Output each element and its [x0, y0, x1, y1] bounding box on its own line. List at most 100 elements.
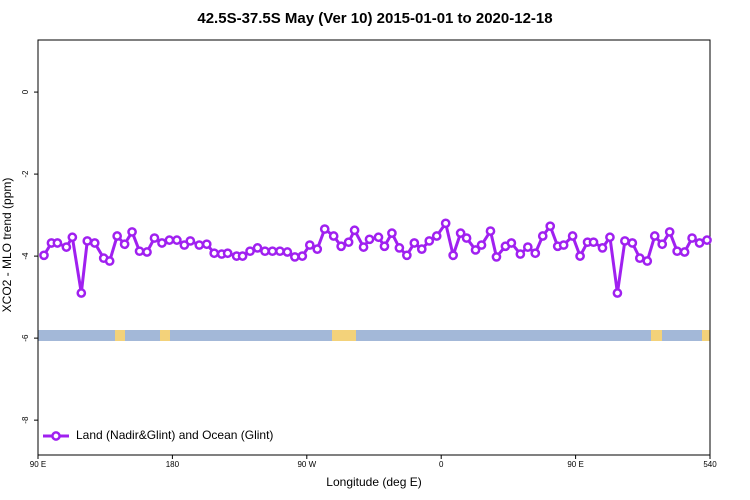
- data-point: [694, 238, 705, 248]
- data-point: [245, 246, 255, 257]
- data-point: [567, 231, 578, 241]
- data-point: [290, 252, 300, 262]
- data-point: [358, 242, 369, 252]
- data-point: [620, 236, 630, 246]
- legend-marker: [51, 431, 61, 441]
- data-point: [409, 238, 420, 248]
- land-patch: [160, 330, 170, 341]
- data-point: [297, 251, 308, 261]
- data-point: [52, 238, 63, 248]
- data-point: [476, 240, 487, 250]
- data-point: [194, 240, 205, 250]
- y-tick-label: -2: [21, 170, 30, 178]
- data-point: [394, 243, 405, 253]
- data-point: [379, 241, 390, 252]
- data-point: [687, 233, 697, 243]
- data-point: [67, 232, 78, 243]
- data-point: [61, 242, 72, 252]
- data-point: [319, 224, 330, 234]
- ocean-band: [38, 330, 710, 341]
- data-point: [440, 218, 451, 229]
- data-point: [149, 233, 160, 243]
- data-point: [424, 236, 435, 246]
- data-point: [575, 251, 585, 261]
- land-patch: [115, 330, 125, 341]
- data-point: [112, 231, 122, 241]
- data-point: [157, 238, 167, 248]
- land-patch: [332, 330, 356, 341]
- data-point: [364, 234, 375, 245]
- data-point: [76, 288, 87, 298]
- data-point: [201, 239, 212, 250]
- data-point: [387, 228, 397, 238]
- data-point: [702, 235, 712, 245]
- data-point: [402, 250, 412, 261]
- data-point: [537, 231, 548, 241]
- data-point: [657, 239, 668, 250]
- y-tick-label: -4: [21, 252, 30, 260]
- data-point: [545, 221, 556, 232]
- legend-label: Land (Nadir&Glint) and Ocean (Glint): [76, 428, 273, 442]
- data-point: [664, 227, 675, 237]
- data-point: [104, 256, 115, 266]
- data-point: [522, 242, 533, 252]
- data-point: [605, 232, 615, 243]
- data-point: [172, 235, 182, 245]
- x-tick-label: 90 W: [297, 460, 316, 469]
- data-point: [222, 248, 233, 259]
- data-point: [312, 244, 323, 254]
- data-point: [679, 247, 690, 257]
- data-point: [119, 239, 130, 250]
- data-point: [349, 225, 360, 236]
- data-point: [416, 244, 427, 254]
- data-point: [461, 233, 472, 243]
- data-point: [470, 245, 481, 255]
- data-point: [275, 246, 285, 257]
- data-point: [485, 226, 496, 236]
- data-point: [260, 246, 270, 257]
- data-point: [634, 253, 645, 264]
- data-point: [597, 243, 608, 253]
- land-patch: [651, 330, 662, 341]
- data-point: [455, 228, 466, 238]
- data-point: [642, 256, 653, 266]
- chart-title: 42.5S-37.5S May (Ver 10) 2015-01-01 to 2…: [197, 10, 552, 27]
- data-point: [164, 235, 175, 245]
- data-point: [142, 247, 152, 257]
- data-point: [267, 246, 278, 257]
- data-point: [431, 231, 442, 241]
- data-point: [491, 252, 502, 262]
- data-point: [185, 236, 196, 246]
- x-axis-label: Longitude (deg E): [326, 475, 421, 489]
- data-point: [627, 238, 638, 248]
- y-tick-label: -6: [21, 334, 30, 342]
- land-patch: [702, 330, 710, 341]
- data-point: [612, 288, 623, 298]
- y-axis-label: XCO2 - MLO trend (ppm): [0, 178, 14, 313]
- x-tick-label: 0: [439, 460, 444, 469]
- data-point: [39, 250, 49, 261]
- data-point: [448, 250, 458, 261]
- plot-frame: [37, 39, 711, 456]
- data-point: [649, 231, 660, 241]
- data-point: [672, 246, 682, 257]
- data-point: [237, 251, 248, 261]
- data-point: [530, 248, 541, 259]
- data-point: [343, 237, 354, 248]
- x-tick-label: 90 E: [567, 460, 583, 469]
- x-tick-label: 540: [703, 460, 717, 469]
- data-point: [328, 231, 339, 241]
- data-point: [127, 227, 137, 237]
- x-tick-label: 90 E: [30, 460, 46, 469]
- data-point: [506, 238, 517, 248]
- data-point: [82, 236, 93, 246]
- data-point: [588, 237, 599, 248]
- data-point: [304, 240, 315, 250]
- x-tick-label: 180: [166, 460, 180, 469]
- data-point: [336, 241, 346, 252]
- y-tick-label: 0: [21, 89, 30, 94]
- data-point: [209, 248, 220, 259]
- y-tick-label: -8: [21, 416, 30, 424]
- data-point: [558, 240, 569, 250]
